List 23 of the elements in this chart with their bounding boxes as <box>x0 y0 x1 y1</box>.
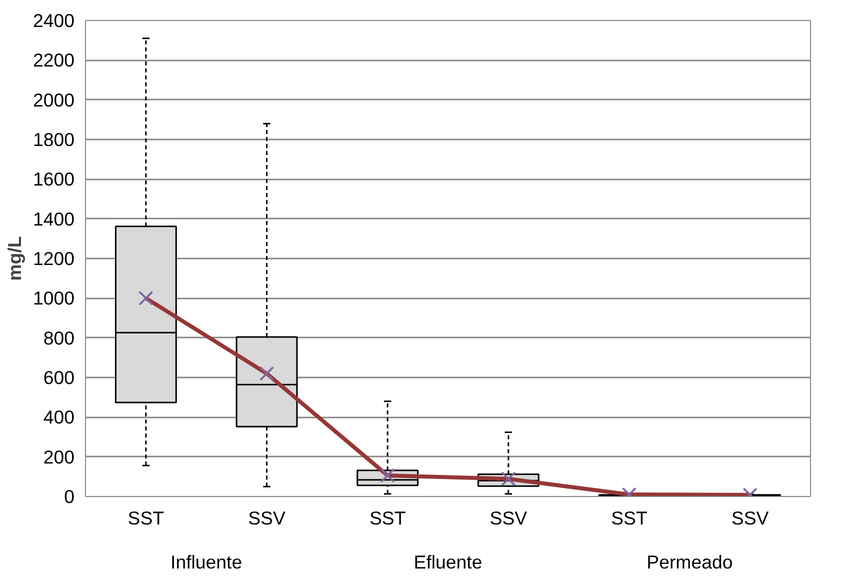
y-tick-label: 1400 <box>32 208 75 230</box>
y-tick-label: 600 <box>43 367 75 388</box>
y-tick-label: 1000 <box>32 288 75 309</box>
x-tick-label: SSV <box>248 508 286 528</box>
y-tick-label: 1600 <box>32 168 75 190</box>
y-tick-label: 1200 <box>32 248 75 269</box>
y-tick-label: 800 <box>43 327 75 348</box>
y-tick-label: 0 <box>64 486 75 507</box>
text: Permeado <box>646 552 733 572</box>
y-tick-label: 1800 <box>32 129 75 150</box>
text: Influente <box>170 552 242 572</box>
y-tick-label: 400 <box>43 406 75 428</box>
y-tick-label: 2200 <box>32 50 75 71</box>
x-tick-label: SSV <box>731 508 770 528</box>
y-tick-label: 2000 <box>32 89 75 110</box>
y-axis-title: mg/L <box>4 236 25 281</box>
y-tick-label: 2400 <box>32 10 75 31</box>
x-tick-label: SST <box>369 508 406 528</box>
x-tick-label: SST <box>611 508 648 528</box>
text: Efluente <box>414 552 482 572</box>
x-tick-label: SSV <box>490 508 528 528</box>
x-tick-label: SST <box>128 508 164 528</box>
y-tick-label: 200 <box>43 446 75 468</box>
